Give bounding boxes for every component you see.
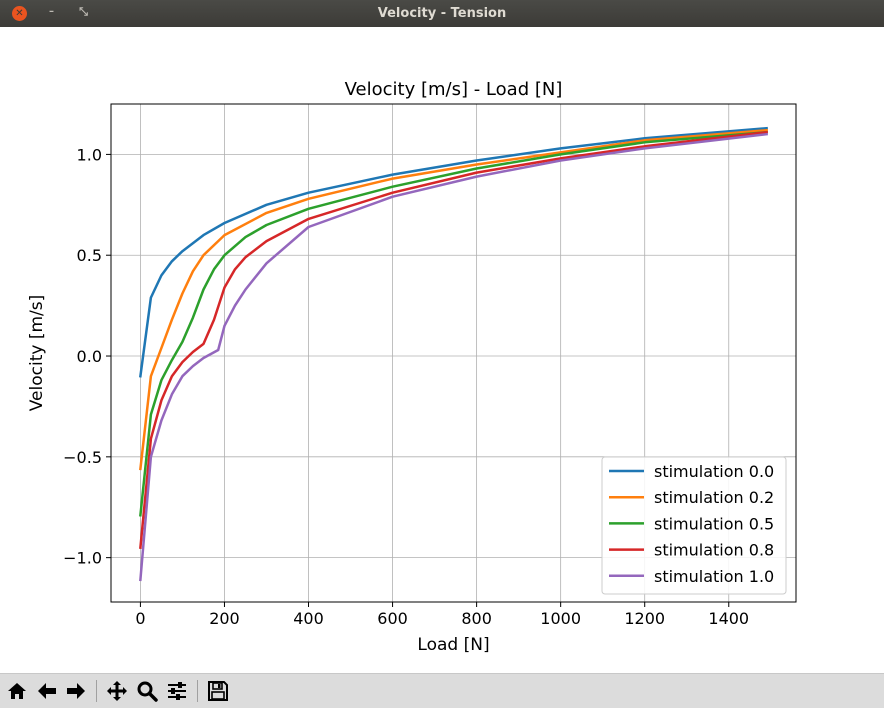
y-tick-label: 0.5 bbox=[77, 246, 102, 265]
ticks: 0 200 400 600 800 1000 1200 1400 1.0 0.5 0.0 −0.5 −1… bbox=[63, 145, 749, 628]
x-tick-label: 1400 bbox=[708, 609, 749, 628]
figure-canvas[interactable]: 0 200 400 600 800 1000 1200 1400 1.0 0.5 0.0 −0.5 −1… bbox=[0, 27, 884, 673]
x-tick-label: 800 bbox=[461, 609, 492, 628]
series-line bbox=[138, 126, 768, 378]
x-tick-label: 200 bbox=[209, 609, 240, 628]
legend-label: stimulation 1.0 bbox=[654, 567, 774, 586]
y-axis-label: Velocity [m/s] bbox=[27, 295, 47, 412]
zoom-icon bbox=[137, 681, 158, 702]
zoom-button[interactable] bbox=[134, 678, 160, 704]
x-tick-label: 0 bbox=[135, 609, 145, 628]
minimize-icon: – bbox=[49, 5, 54, 17]
legend-label: stimulation 0.2 bbox=[654, 488, 774, 507]
arrow-right-icon bbox=[67, 683, 85, 699]
chart: 0 200 400 600 800 1000 1200 1400 1.0 0.5 0.0 −0.5 −1… bbox=[27, 79, 797, 655]
home-icon bbox=[8, 683, 26, 699]
home-button[interactable] bbox=[4, 678, 30, 704]
window-minimize-button[interactable]: – bbox=[44, 4, 59, 19]
chart-title: Velocity [m/s] - Load [N] bbox=[345, 79, 563, 100]
series-group bbox=[138, 126, 768, 582]
window-maximize-button[interactable]: ⤡ bbox=[76, 4, 91, 19]
y-tick-label: −1.0 bbox=[63, 549, 102, 568]
x-tick-label: 400 bbox=[293, 609, 324, 628]
legend-label: stimulation 0.8 bbox=[654, 541, 774, 560]
legend-label: stimulation 0.0 bbox=[654, 462, 774, 481]
window-close-button[interactable]: ✕ bbox=[12, 6, 27, 21]
maximize-icon: ⤡ bbox=[79, 5, 88, 18]
series-line bbox=[139, 132, 768, 582]
toolbar-separator bbox=[197, 680, 198, 702]
x-tick-label: 600 bbox=[377, 609, 408, 628]
legend-label: stimulation 0.5 bbox=[654, 514, 774, 533]
x-tick-label: 1000 bbox=[540, 609, 581, 628]
x-axis-label: Load [N] bbox=[417, 635, 489, 655]
series-line bbox=[139, 130, 768, 549]
series-line bbox=[139, 130, 768, 517]
arrow-left-icon bbox=[38, 683, 56, 699]
y-tick-label: 1.0 bbox=[77, 145, 102, 164]
y-tick-label: −0.5 bbox=[63, 448, 102, 467]
forward-button[interactable] bbox=[63, 678, 89, 704]
pan-button[interactable] bbox=[104, 678, 130, 704]
back-button[interactable] bbox=[34, 678, 60, 704]
window-titlebar: ✕ – ⤡ Velocity - Tension bbox=[0, 0, 884, 27]
configure-subplots-button[interactable] bbox=[164, 678, 190, 704]
series-line bbox=[139, 128, 768, 471]
x-tick-label: 1200 bbox=[624, 609, 665, 628]
navigation-toolbar bbox=[0, 673, 884, 708]
save-button[interactable] bbox=[205, 678, 231, 704]
close-icon: ✕ bbox=[15, 7, 24, 19]
save-icon bbox=[208, 681, 228, 701]
sliders-icon bbox=[168, 682, 186, 700]
y-tick-label: 0.0 bbox=[77, 347, 102, 366]
window-title: Velocity - Tension bbox=[377, 6, 507, 21]
toolbar-separator bbox=[96, 680, 97, 702]
move-icon bbox=[107, 681, 127, 701]
grid bbox=[111, 104, 796, 602]
legend-box bbox=[601, 456, 787, 595]
axes-frame bbox=[110, 103, 797, 603]
legend: stimulation 0.0 stimulation 0.2 stimulatio… bbox=[601, 456, 787, 595]
